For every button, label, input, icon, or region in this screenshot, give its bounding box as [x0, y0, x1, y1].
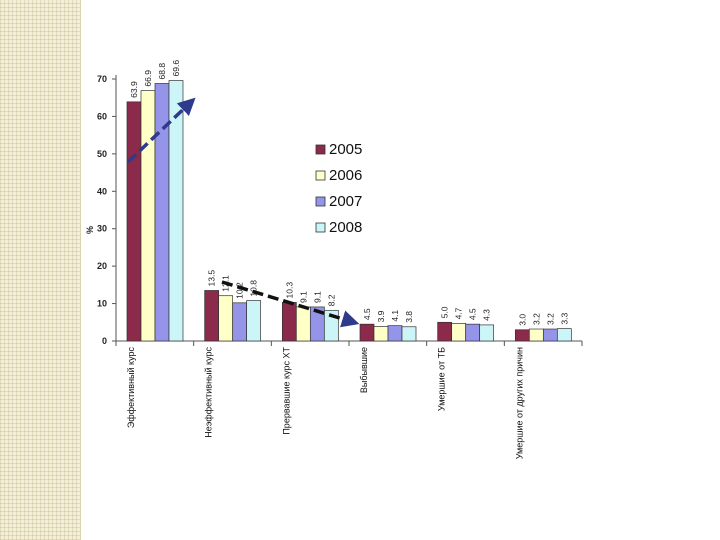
legend-label: 2008	[329, 219, 362, 236]
bar-value-label: 8.2	[326, 294, 336, 306]
bar-value-label: 9.1	[298, 291, 308, 303]
bar-value-label: 10.8	[249, 280, 259, 297]
bar	[479, 324, 495, 342]
bar-value-label: 69.6	[171, 60, 181, 77]
legend-swatch	[315, 196, 326, 207]
decorative-background-band	[0, 0, 80, 540]
bar	[218, 295, 234, 342]
bar-value-label: 4.1	[390, 310, 400, 322]
legend-swatch	[315, 170, 326, 181]
y-tick-label: 40	[97, 186, 107, 196]
category-label: Неэффективный курс	[204, 347, 214, 438]
bar	[437, 321, 453, 342]
bar	[359, 323, 375, 342]
bar-value-label: 3.3	[559, 313, 569, 325]
y-tick-label: 30	[97, 224, 107, 234]
bar	[556, 328, 572, 342]
bar	[295, 306, 311, 342]
bar	[528, 328, 544, 342]
category-label: Умершие от других причин	[514, 347, 524, 459]
bar	[542, 328, 558, 342]
category-label: Умершие от ТБ	[437, 347, 447, 411]
bar-value-label: 4.5	[362, 308, 372, 320]
bar-value-label: 4.7	[454, 307, 464, 319]
category-label: Прервавшие курс ХТ	[281, 347, 291, 435]
y-tick-label: 20	[97, 261, 107, 271]
bar	[514, 329, 530, 342]
bar	[281, 302, 297, 342]
bar	[387, 325, 403, 342]
bar-value-label: 9.1	[312, 291, 322, 303]
bar	[465, 323, 481, 342]
bar	[126, 101, 142, 342]
decorative-band-edge	[80, 0, 81, 540]
bar-value-label: 3.9	[376, 310, 386, 322]
y-tick-label: 50	[97, 149, 107, 159]
bar-value-label: 3.2	[531, 313, 541, 325]
legend-label: 2006	[329, 167, 362, 184]
bar-value-label: 63.9	[129, 81, 139, 98]
bar-value-label: 13.5	[207, 270, 217, 287]
bar-value-label: 3.2	[545, 313, 555, 325]
bar-value-label: 10.3	[284, 282, 294, 299]
bar-value-label: 4.3	[482, 309, 492, 321]
y-tick-label: 60	[97, 111, 107, 121]
chart-axes: 0 10 20 30 40 50 60 70%	[85, 74, 583, 346]
y-tick-label: 10	[97, 299, 107, 309]
y-tick-label: 70	[97, 74, 107, 84]
legend-label: 2007	[329, 193, 362, 210]
bar	[401, 326, 417, 342]
legend-swatch	[315, 144, 326, 155]
y-tick-label: 0	[102, 336, 107, 346]
chart-value-labels: 63.966.968.869.613.512.110.210.810.39.19…	[129, 60, 569, 326]
category-label: Эффективный курс	[126, 347, 136, 429]
bar	[154, 83, 170, 342]
bar	[232, 302, 248, 342]
bar-value-label: 3.0	[517, 314, 527, 326]
trend-arrow-down	[221, 280, 360, 328]
bar	[204, 290, 220, 342]
chart-category-labels: Эффективный курс Неэффективный курс Прерва…	[126, 347, 524, 460]
bar-value-label: 4.5	[468, 308, 478, 320]
bar	[140, 90, 156, 342]
bar-value-label: 10.2	[235, 282, 245, 299]
trend-arrow-up	[126, 97, 196, 164]
legend-label: 2005	[329, 141, 362, 158]
bar-value-label: 66.9	[143, 70, 153, 87]
bar	[373, 326, 389, 342]
trend-arrows	[126, 97, 360, 328]
bar-value-label: 68.8	[157, 63, 167, 80]
bar	[246, 300, 262, 342]
chart-bars	[126, 80, 572, 342]
y-axis-label: %	[85, 226, 95, 234]
bar-value-label: 5.0	[440, 306, 450, 318]
legend-swatch	[315, 222, 326, 233]
bar	[451, 323, 467, 342]
bar-value-label: 3.8	[404, 311, 414, 323]
category-label: Выбывшие	[359, 347, 369, 393]
chart-legend: 2005 2006 2007 2008	[315, 141, 362, 236]
bar	[168, 80, 184, 342]
